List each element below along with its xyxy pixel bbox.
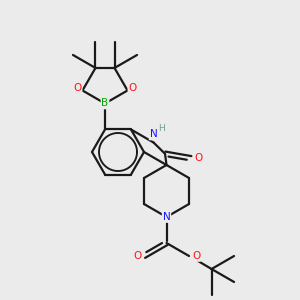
Text: O: O <box>128 83 136 94</box>
Text: O: O <box>194 153 202 163</box>
Text: O: O <box>133 251 141 261</box>
Text: O: O <box>192 251 200 261</box>
Text: N: N <box>163 212 170 222</box>
Text: B: B <box>101 98 109 109</box>
Text: O: O <box>74 83 82 94</box>
Text: H: H <box>158 124 165 133</box>
Text: N: N <box>150 130 158 140</box>
